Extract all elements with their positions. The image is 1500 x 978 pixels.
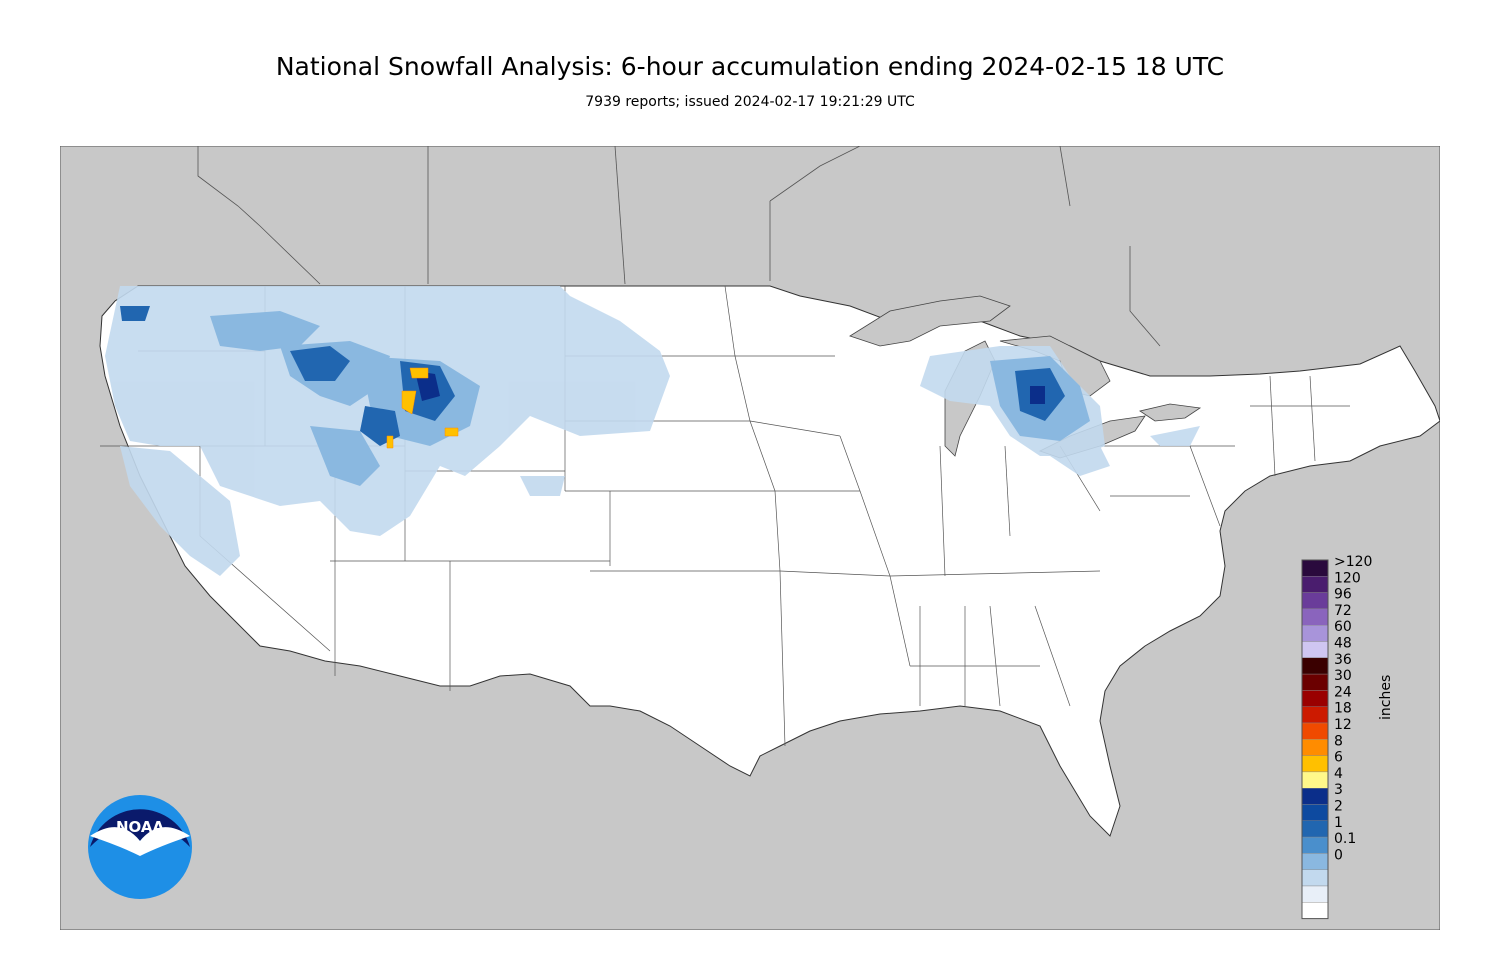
legend-label: 60	[1334, 619, 1352, 635]
legend-swatch	[1301, 690, 1329, 707]
legend-label: 4	[1334, 766, 1343, 782]
legend-label: 2	[1334, 799, 1343, 815]
legend-swatch	[1301, 706, 1329, 724]
map-subtitle: 7939 reports; issued 2024-02-17 19:21:29…	[585, 94, 915, 110]
legend-swatch	[1301, 885, 1329, 903]
legend-swatch	[1301, 902, 1329, 919]
legend-swatch	[1301, 804, 1329, 821]
legend-label: 24	[1334, 684, 1352, 700]
legend-label: 36	[1334, 652, 1352, 668]
legend-swatch	[1301, 771, 1329, 789]
legend-label: 72	[1334, 603, 1352, 619]
legend-swatch	[1301, 559, 1329, 577]
legend-border	[1301, 559, 1329, 920]
legend-label: 12	[1334, 717, 1352, 733]
legend-label: 1	[1334, 815, 1343, 831]
noaa-logo: NOAA	[88, 795, 192, 899]
legend-label: 30	[1334, 668, 1352, 684]
legend-label: >120	[1334, 554, 1372, 570]
legend-swatch	[1301, 820, 1329, 838]
legend-swatch	[1301, 836, 1329, 854]
legend-swatch	[1301, 755, 1329, 773]
legend-swatch	[1301, 722, 1329, 740]
legend-label: 120	[1334, 570, 1361, 586]
snowfall-shading-yellow	[386, 367, 459, 449]
legend-swatch	[1301, 576, 1329, 593]
legend-swatch	[1301, 853, 1329, 870]
legend-swatch	[1301, 625, 1329, 642]
legend-label: 48	[1334, 636, 1352, 652]
legend-swatch	[1301, 592, 1329, 610]
legend-label: 6	[1334, 750, 1343, 766]
legend-units: inches	[1378, 674, 1394, 720]
snowfall-shading-darkest	[415, 371, 1045, 404]
legend-swatch	[1301, 869, 1329, 887]
legend-swatch	[1301, 641, 1329, 658]
map-title: National Snowfall Analysis: 6-hour accum…	[275, 52, 1225, 81]
legend-label: 3	[1334, 782, 1343, 798]
legend-swatch	[1301, 673, 1329, 691]
noaa-logo-text: NOAA	[116, 818, 165, 836]
legend-swatch	[1301, 739, 1329, 756]
canada-province-borders	[197, 146, 1161, 347]
legend-swatch	[1301, 788, 1329, 805]
legend-label: 18	[1334, 701, 1352, 717]
legend-label: 0	[1334, 847, 1343, 863]
legend-swatch	[1301, 657, 1329, 675]
legend-label: 0.1	[1334, 831, 1356, 847]
legend-label: 96	[1334, 587, 1352, 603]
legend-swatch	[1301, 608, 1329, 626]
legend-label: 8	[1334, 733, 1343, 749]
